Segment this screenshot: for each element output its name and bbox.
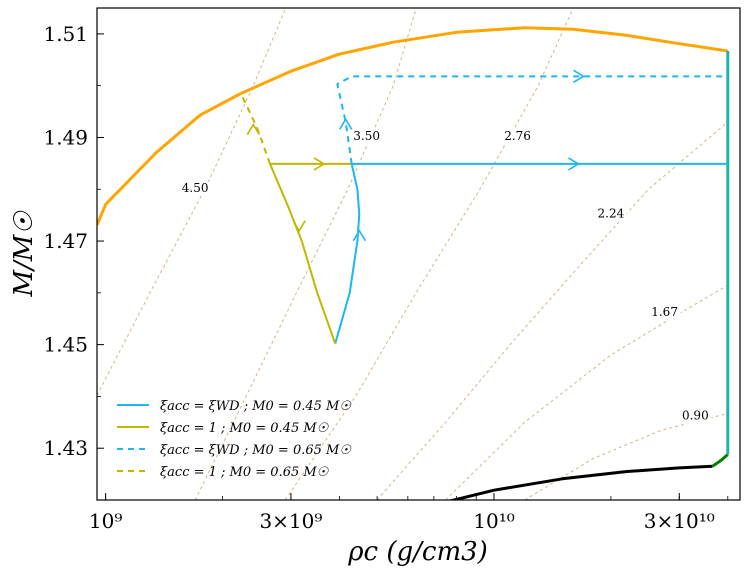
x-axis-label: ρc (g/cm3) — [347, 537, 488, 567]
y-tick-label-1: 1.45 — [43, 333, 88, 357]
arrow-marker-1 — [568, 157, 581, 171]
contour-line-0 — [97, 8, 287, 396]
y-tick-label-2: 1.47 — [43, 229, 88, 253]
contour-label-2: 2.76 — [504, 129, 531, 143]
arrow-marker-2 — [292, 220, 306, 233]
contour-label-0: 4.50 — [182, 181, 209, 195]
series-line-1 — [447, 464, 713, 500]
contour-labels: 4.50 3.50 2.76 2.24 1.67 0.90 — [179, 129, 712, 424]
x-axis-ticks: 10⁹ 3×10⁹ 10¹⁰ 3×10¹⁰ — [89, 493, 729, 533]
x-tick-label-3: 3×10¹⁰ — [644, 509, 715, 533]
contour-label-bg-5 — [679, 409, 712, 424]
contour-line-2 — [284, 8, 574, 500]
legend-label-1: ξacc = 1 ; M0 = 0.45 M☉ — [160, 421, 330, 436]
legend-label-2: ξacc = ξWD ; M0 = 0.65 M☉ — [160, 443, 352, 458]
y-tick-label-3: 1.49 — [43, 125, 88, 149]
contour-label-bg-1 — [350, 130, 383, 145]
x-tick-label-2: 10¹⁰ — [473, 509, 514, 533]
legend-label-3: ξacc = 1 ; M0 = 0.65 M☉ — [160, 465, 330, 480]
y-tick-label-0: 1.43 — [43, 436, 88, 460]
contour-line-5 — [524, 413, 728, 500]
y-tick-label-4: 1.51 — [43, 22, 88, 46]
y-axis-label: M/M☉ — [9, 210, 39, 298]
series-line-6 — [336, 75, 728, 165]
contour-label-bg-3 — [594, 207, 627, 222]
x-tick-label-1: 3×10⁹ — [259, 509, 322, 533]
arrow-marker-5 — [573, 69, 586, 84]
arrow-marker-6 — [246, 122, 260, 135]
arrow-marker-4 — [338, 117, 353, 130]
data-series — [97, 26, 730, 500]
series-line-7 — [239, 93, 271, 165]
plot-frame — [96, 7, 741, 501]
y-axis-ticks: 1.43 1.45 1.47 1.49 1.51 — [43, 22, 104, 501]
series-line-0 — [97, 26, 729, 226]
series-line-5 — [269, 162, 352, 344]
contour-line-4 — [445, 284, 729, 500]
contour-label-bg-2 — [501, 130, 534, 145]
contour-label-4: 1.67 — [651, 305, 678, 319]
contour-line-1 — [194, 8, 417, 500]
direction-arrows — [246, 69, 586, 242]
contour-label-3: 2.24 — [598, 207, 625, 221]
legend-label-0: ξacc = ξWD ; M0 = 0.45 M☉ — [160, 399, 352, 414]
arrow-marker-3 — [313, 157, 326, 171]
contour-line-3 — [376, 121, 729, 500]
contour-label-5: 0.90 — [682, 409, 709, 423]
contour-label-bg-0 — [179, 181, 212, 196]
legend: ξacc = ξWD ; M0 = 0.45 M☉ ξacc = 1 ; M0 =… — [117, 399, 352, 480]
contour-label-bg-4 — [648, 306, 681, 321]
contour-label-1: 3.50 — [353, 129, 380, 143]
x-tick-label-0: 10⁹ — [89, 509, 122, 533]
arrow-marker-0 — [352, 229, 367, 242]
series-line-2 — [711, 453, 729, 468]
